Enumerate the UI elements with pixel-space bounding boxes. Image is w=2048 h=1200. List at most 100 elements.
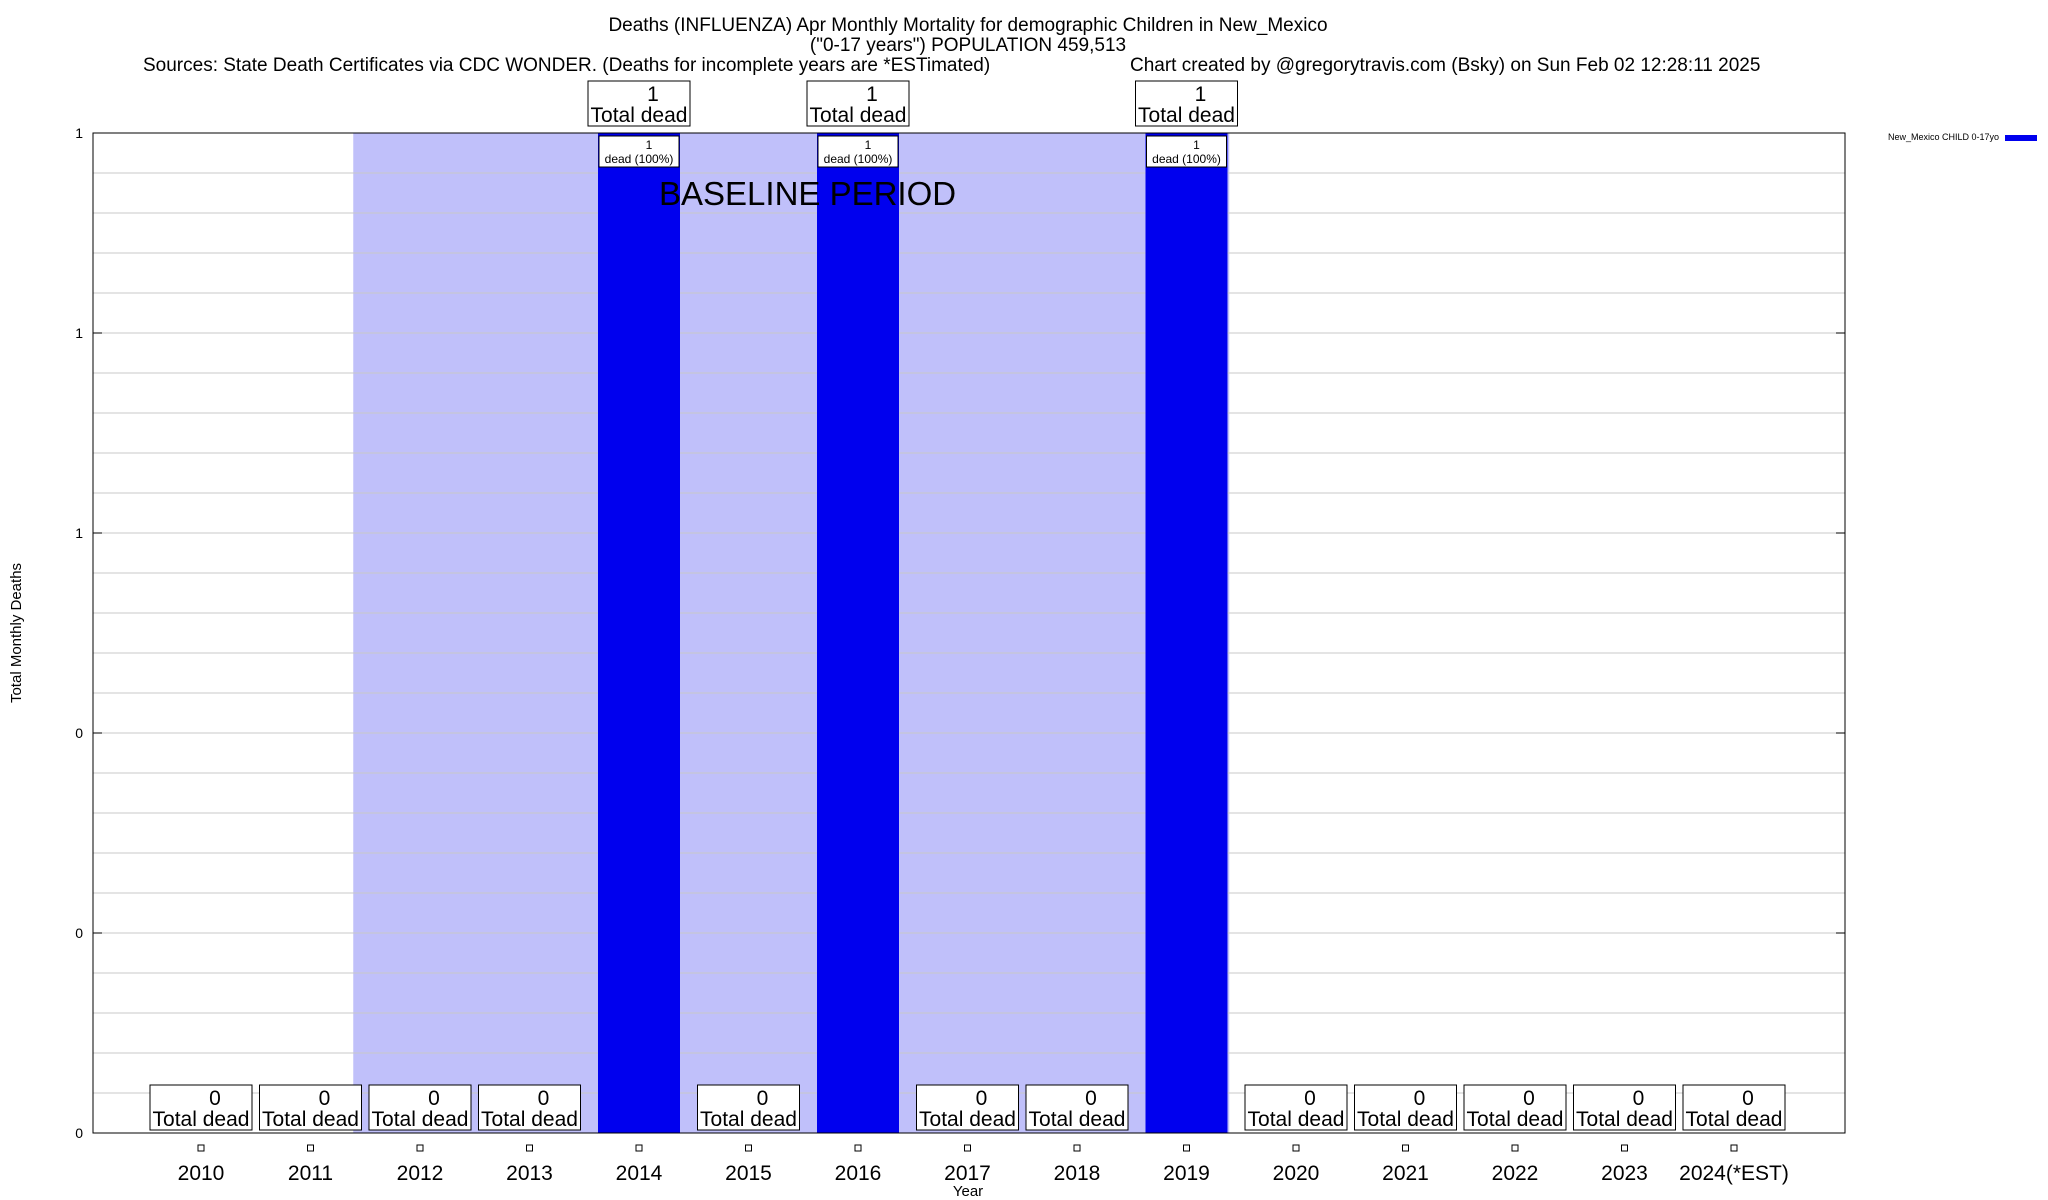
bar-inner-label-text: dead (100%) — [1152, 152, 1221, 166]
total-label-value: 0 — [1742, 1087, 1754, 1110]
frame-layer — [92, 132, 1846, 1134]
chart-sources: Sources: State Death Certificates via CD… — [143, 55, 990, 76]
chart-credit: Chart created by @gregorytravis.com (Bsk… — [1130, 55, 1760, 76]
ticks-layer: 0 0 0 1 1 1 2010 2011 2012 2013 2014 2015 2016 2017 20… — [75, 125, 1845, 1185]
x-tick-label: 2021 — [1382, 1162, 1429, 1185]
total-label-text: Total dead — [1467, 1108, 1564, 1131]
x-tick-marker — [1183, 1144, 1190, 1152]
baseline-region — [353, 133, 1230, 1133]
total-label-text: Total dead — [262, 1108, 359, 1131]
x-tick-label: 2018 — [1054, 1162, 1101, 1185]
x-tick-marker — [745, 1144, 752, 1152]
total-label-box — [587, 80, 691, 127]
total-label-value: 0 — [1414, 1087, 1426, 1110]
x-tick-label: 2012 — [397, 1162, 444, 1185]
x-tick-marker — [307, 1144, 314, 1152]
x-tick-marker — [1621, 1144, 1628, 1152]
y-tick-label: 1 — [75, 125, 83, 141]
total-label-text: Total dead — [591, 104, 688, 127]
x-tick-marker — [635, 1144, 643, 1152]
x-tick-marker — [854, 1144, 862, 1152]
bar-inner-label-text: dead (100%) — [824, 152, 893, 166]
legend-label: New_Mexico CHILD 0-17yo — [1888, 132, 1999, 142]
total-label-text: Total dead — [481, 1108, 578, 1131]
total-label-value: 0 — [976, 1087, 988, 1110]
baseline-layer — [353, 133, 1230, 1133]
x-tick-marker — [1292, 1144, 1300, 1152]
total-label-box — [916, 1084, 1019, 1131]
total-label-text: Total dead — [1248, 1108, 1345, 1131]
bar-2019 — [1145, 133, 1228, 1133]
bar-inner-label-value: 1 — [646, 138, 653, 152]
x-tick-label: 2014 — [616, 1162, 663, 1185]
total-label-value: 1 — [866, 83, 878, 106]
total-label-box — [259, 1084, 362, 1131]
x-axis-label: Year — [953, 1183, 983, 1200]
x-tick-label: 2017 — [944, 1162, 991, 1185]
x-tick-label: 2016 — [835, 1162, 882, 1185]
x-tick-label: 2019 — [1163, 1162, 1210, 1185]
total-label-box — [1135, 80, 1238, 127]
y-tick-label: 0 — [75, 1125, 83, 1141]
total-label-box — [478, 1084, 581, 1131]
y-tick-label: 1 — [75, 325, 83, 341]
bar-inner-label-value: 1 — [865, 138, 872, 152]
x-tick-marker — [1730, 1144, 1738, 1152]
y-tick-label: 0 — [75, 725, 83, 741]
total-label-box — [149, 1084, 253, 1131]
bar-inner-label-text: dead (100%) — [605, 152, 674, 166]
total-label-value: 1 — [647, 83, 659, 106]
total-label-value: 0 — [319, 1087, 331, 1110]
x-tick-marker — [1511, 1144, 1519, 1152]
total-label-value: 0 — [428, 1087, 440, 1110]
x-tick-marker — [197, 1144, 205, 1152]
total-label-box — [1573, 1084, 1676, 1131]
bar-inner-label-value: 1 — [1193, 138, 1200, 152]
bar-inner-label-box — [598, 135, 680, 168]
y-tick-label: 0 — [75, 925, 83, 941]
total-label-value: 0 — [757, 1087, 769, 1110]
baseline-label: BASELINE PERIOD — [659, 175, 956, 212]
x-tick-label: 2010 — [178, 1162, 225, 1185]
legend-layer: New_Mexico CHILD 0-17yo — [1888, 132, 2037, 142]
total-label-value: 0 — [538, 1087, 550, 1110]
x-tick-label: 2023 — [1601, 1162, 1648, 1185]
x-tick-marker — [416, 1144, 424, 1152]
total-label-value: 0 — [1085, 1087, 1097, 1110]
x-tick-marker — [1073, 1144, 1081, 1152]
bars-layer — [598, 133, 1228, 1133]
total-label-box — [1244, 1084, 1348, 1131]
y-axis-label: Total Monthly Deaths — [8, 563, 25, 703]
total-label-box — [1463, 1084, 1567, 1131]
total-label-text: Total dead — [919, 1108, 1016, 1131]
total-label-value: 0 — [209, 1087, 221, 1110]
total-label-value: 0 — [1633, 1087, 1645, 1110]
x-tick-label: 2015 — [725, 1162, 772, 1185]
total-label-box — [1682, 1084, 1786, 1131]
total-label-box — [697, 1084, 800, 1131]
chart-title-line-1: Deaths (INFLUENZA) Apr Monthly Mortality… — [608, 15, 1327, 36]
y-tick-label: 1 — [75, 525, 83, 541]
x-tick-marker — [1402, 1144, 1409, 1152]
legend-swatch — [2005, 135, 2037, 141]
plot-frame — [92, 132, 1846, 1134]
x-tick-label: 2024(*EST) — [1679, 1162, 1789, 1185]
total-label-text: Total dead — [1576, 1108, 1673, 1131]
bar-2016 — [817, 133, 899, 1133]
total-label-text: Total dead — [372, 1108, 469, 1131]
total-label-box — [806, 80, 910, 127]
total-label-text: Total dead — [810, 104, 907, 127]
total-label-text: Total dead — [1686, 1108, 1783, 1131]
total-label-box — [368, 1084, 472, 1131]
x-tick-label: 2013 — [506, 1162, 553, 1185]
total-label-value: 0 — [1304, 1087, 1316, 1110]
total-label-value: 0 — [1523, 1087, 1535, 1110]
bar-2014 — [598, 133, 680, 1133]
x-tick-marker — [526, 1144, 533, 1152]
total-label-text: Total dead — [1357, 1108, 1454, 1131]
bar-inner-label-box — [1146, 135, 1227, 168]
total-label-box — [1354, 1084, 1457, 1131]
bar-inner-label-box — [817, 135, 899, 168]
